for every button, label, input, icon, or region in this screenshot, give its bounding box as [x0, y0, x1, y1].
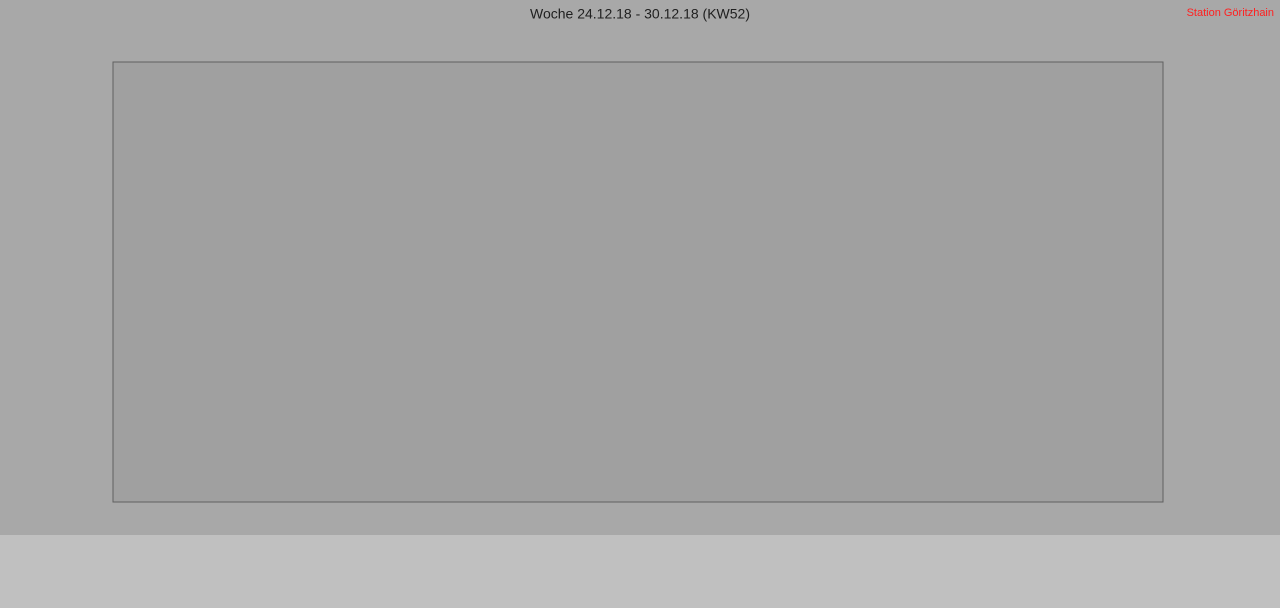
- chart-title: Woche 24.12.18 - 30.12.18 (KW52): [530, 6, 750, 22]
- plot-area: [112, 61, 1164, 503]
- station-label: Station Göritzhain: [1187, 7, 1274, 19]
